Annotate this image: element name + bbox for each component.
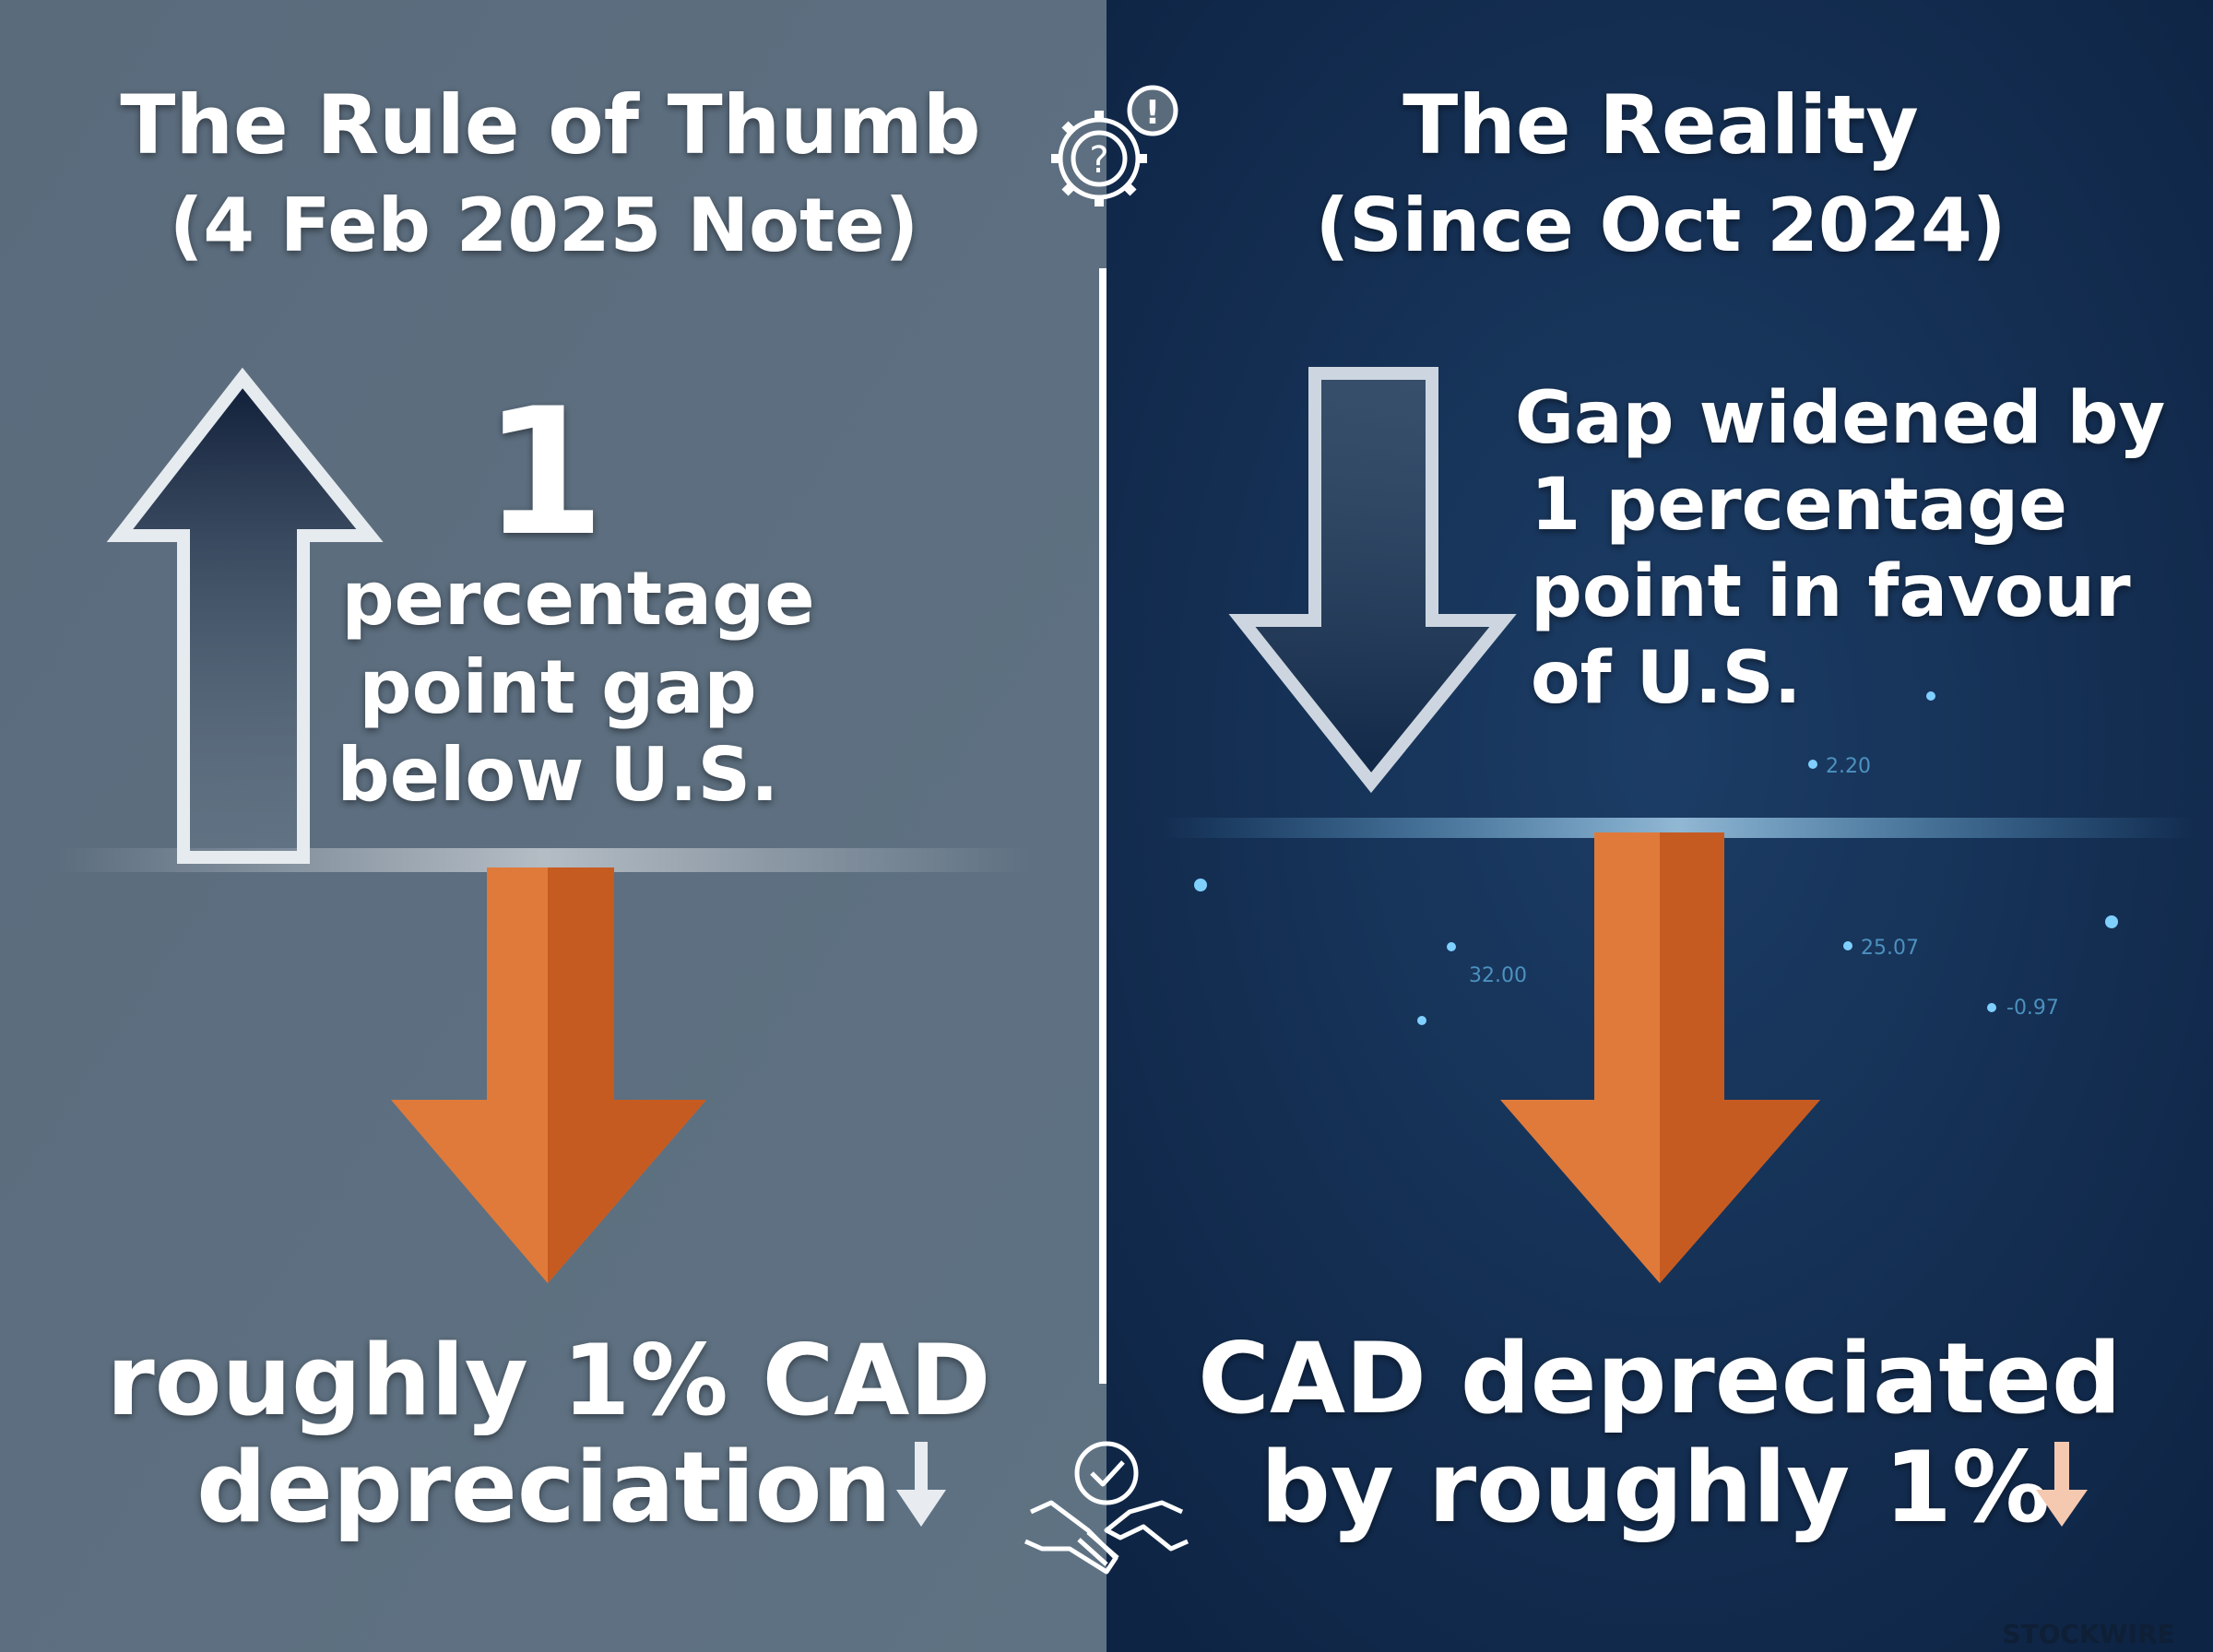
body-line: percentage (341, 556, 814, 642)
body-line: point in favour (1531, 550, 2131, 633)
svg-text:?: ? (1089, 139, 1108, 182)
bottom-line: by roughly 1% (1260, 1431, 2050, 1544)
handshake-icon (1024, 1441, 1189, 1575)
small-arrow (2036, 1442, 2088, 1527)
background-number: -0.97 (2006, 997, 2059, 1020)
body-line: Gap widened by (1515, 377, 2165, 460)
background-number: 32.00 (1469, 964, 1527, 987)
background-number: 2.20 (1826, 755, 1871, 778)
light-streak (1162, 818, 2195, 838)
down-arrow (1228, 367, 1517, 794)
left-subtitle: (4 Feb 2025 Note) (170, 183, 918, 268)
left-title: The Rule of Thumb (120, 77, 980, 172)
orange-arrow (1500, 832, 1820, 1283)
bottom-line: depreciation (196, 1431, 892, 1544)
divider (1099, 268, 1106, 1384)
bottom-line: CAD depreciated (1198, 1322, 2122, 1435)
background-number: 25.07 (1861, 937, 1919, 960)
body-line: 1 percentage (1531, 464, 2067, 547)
big-number: 1 (483, 371, 605, 574)
bottom-line: roughly 1% CAD (107, 1324, 991, 1437)
data-points (1194, 691, 2118, 1025)
right-subtitle: (Since Oct 2024) (1316, 183, 2006, 268)
up-arrow (106, 367, 384, 864)
watermark: STOCKWIRE (2002, 1619, 2174, 1649)
svg-text:!: ! (1145, 94, 1160, 132)
right-title: The Reality (1402, 77, 1919, 172)
orange-arrow (391, 867, 706, 1283)
gear-icon: ? ! (1051, 85, 1178, 206)
body-line: point gap (359, 644, 756, 730)
body-line: of U.S. (1531, 637, 1801, 720)
body-line: below U.S. (337, 732, 778, 818)
small-arrow (896, 1442, 946, 1527)
